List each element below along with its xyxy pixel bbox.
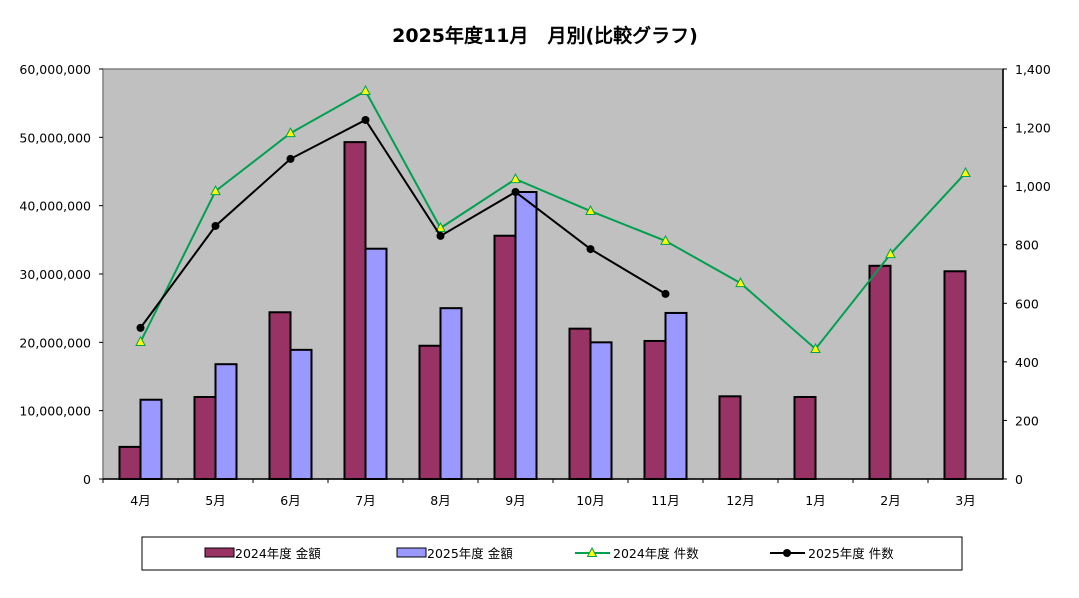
bar-2024-amount	[418, 344, 442, 480]
left-tick-label: 10,000,000	[19, 404, 91, 419]
bar-2025-amount	[664, 311, 688, 481]
x-tick-label: 9月	[505, 493, 525, 508]
triangle-marker	[585, 204, 596, 216]
triangle-marker	[960, 166, 971, 177]
left-tick-label: 0	[83, 472, 91, 487]
x-tick-label: 10月	[576, 493, 604, 508]
left-tick-label: 20,000,000	[19, 335, 91, 350]
triangle-marker	[210, 185, 221, 196]
circle-marker	[211, 221, 220, 230]
triangle-marker	[885, 248, 896, 259]
circle-marker	[136, 323, 145, 332]
circle-marker	[361, 115, 370, 124]
right-tick-label: 200	[1015, 413, 1039, 428]
circle-marker	[511, 188, 520, 196]
triangle-marker	[810, 342, 821, 353]
bar-2024-amount	[643, 339, 667, 481]
triangle-marker	[660, 234, 671, 245]
bar-2024-amount	[493, 234, 517, 480]
circle-marker	[661, 289, 670, 298]
x-tick-label: 2月	[880, 493, 900, 508]
right-tick-label: 400	[1015, 355, 1039, 370]
x-tick-label: 6月	[280, 493, 300, 508]
triangle-marker	[360, 84, 371, 95]
legend-label: 2025年度 金額	[427, 546, 513, 561]
right-axis: 0 200 400 600 800 1,000 1,200 1,400	[1002, 62, 1051, 487]
bar-2024-amount	[793, 396, 817, 480]
line-2	[139, 89, 967, 351]
x-tick-label: 7月	[355, 493, 375, 508]
triangle-marker	[435, 221, 446, 233]
right-tick-label: 1,000	[1015, 179, 1051, 194]
triangle-marker	[586, 546, 598, 557]
right-tick-label: 800	[1015, 238, 1039, 253]
lines	[135, 84, 971, 353]
bar-2025-amount	[139, 398, 163, 481]
triangle-marker	[285, 127, 296, 138]
left-tick-label: 40,000,000	[19, 199, 91, 214]
x-tick-label: 8月	[430, 493, 450, 508]
bar-2024-amount	[568, 327, 592, 480]
left-tick-label: 30,000,000	[19, 267, 91, 282]
bar-2025-amount	[214, 363, 238, 481]
x-tick-label: 4月	[130, 493, 150, 508]
bar-2025-amount	[439, 307, 463, 480]
bar-2025-amount	[514, 191, 538, 480]
legend-label: 2024年度 件数	[613, 546, 699, 561]
legend: 2024年度 金額 2025年度 金額 2024年度 件数 2025年度 件数	[141, 536, 963, 571]
x-tick-label: 3月	[955, 493, 975, 508]
bar-2024-amount	[718, 395, 742, 481]
chart-title: 2025年度11月 月別(比較グラフ)	[392, 24, 698, 47]
bars	[118, 141, 967, 481]
bar-2025-amount	[589, 341, 613, 481]
right-tick-label: 1,200	[1015, 121, 1051, 136]
triangle-marker	[135, 335, 146, 346]
line-3	[139, 118, 667, 329]
right-tick-label: 0	[1015, 472, 1023, 487]
right-tick-label: 1,400	[1015, 62, 1051, 77]
x-tick-label: 5月	[205, 493, 225, 508]
bar-2024-amount	[118, 445, 142, 480]
x-tick-label: 11月	[651, 493, 679, 508]
x-tick-label: 1月	[805, 493, 825, 508]
left-tick-label: 50,000,000	[19, 130, 91, 145]
bar-2025-amount	[289, 348, 313, 480]
legend-label: 2024年度 金額	[235, 546, 321, 561]
triangle-marker	[510, 173, 521, 184]
circle-marker	[586, 245, 595, 254]
bar-2024-amount	[868, 264, 892, 480]
bar-2024-amount	[193, 396, 217, 480]
plot-area	[102, 68, 1004, 480]
right-tick-label: 600	[1015, 296, 1039, 311]
circle-marker	[783, 549, 791, 557]
left-axis: 0 10,000,000 20,000,000 30,000,000 40,000,00…	[19, 62, 103, 487]
triangle-marker	[735, 277, 746, 288]
x-axis: 4月 5月 6月 7月 8月 9月 10月 11月 12月 1月 2月 3月	[102, 478, 1003, 508]
circle-marker	[436, 231, 445, 240]
legend-label: 2025年度 件数	[808, 546, 894, 561]
legend-swatch	[204, 547, 235, 558]
bar-2024-amount	[343, 141, 367, 480]
bar-2025-amount	[364, 247, 388, 480]
circle-marker	[286, 154, 295, 163]
x-tick-label: 12月	[726, 493, 754, 508]
legend-swatch	[396, 547, 427, 558]
bar-2024-amount	[943, 270, 967, 480]
left-tick-label: 60,000,000	[19, 62, 91, 77]
bar-2024-amount	[268, 311, 292, 480]
